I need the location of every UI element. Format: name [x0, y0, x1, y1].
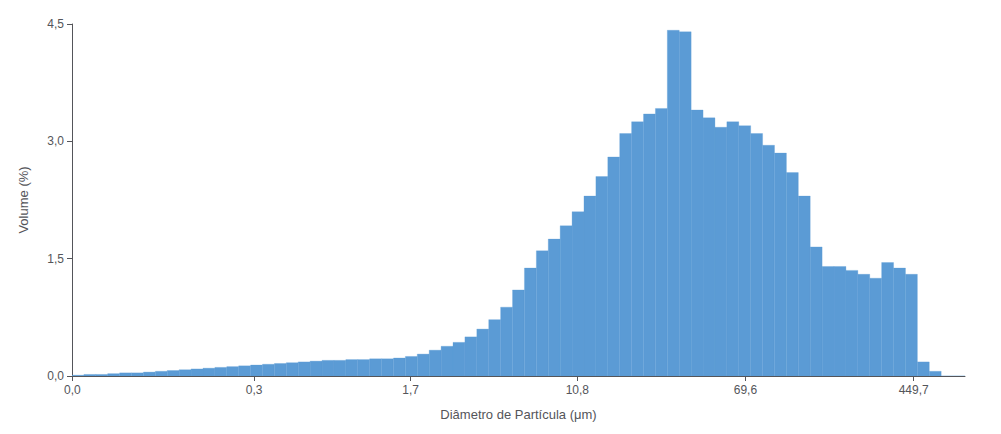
svg-text:4,5: 4,5 [47, 17, 64, 31]
svg-text:0,3: 0,3 [246, 383, 263, 397]
svg-text:10,8: 10,8 [566, 383, 590, 397]
svg-text:0,0: 0,0 [47, 369, 64, 383]
svg-text:Volume (%): Volume (%) [16, 166, 31, 233]
svg-text:Diâmetro de Partícula (μm): Diâmetro de Partícula (μm) [440, 407, 596, 422]
svg-text:69,6: 69,6 [734, 383, 758, 397]
svg-text:449,7: 449,7 [899, 383, 929, 397]
svg-text:1,5: 1,5 [47, 252, 64, 266]
svg-text:1,7: 1,7 [402, 383, 419, 397]
svg-text:3,0: 3,0 [47, 134, 64, 148]
svg-text:0,0: 0,0 [64, 383, 81, 397]
